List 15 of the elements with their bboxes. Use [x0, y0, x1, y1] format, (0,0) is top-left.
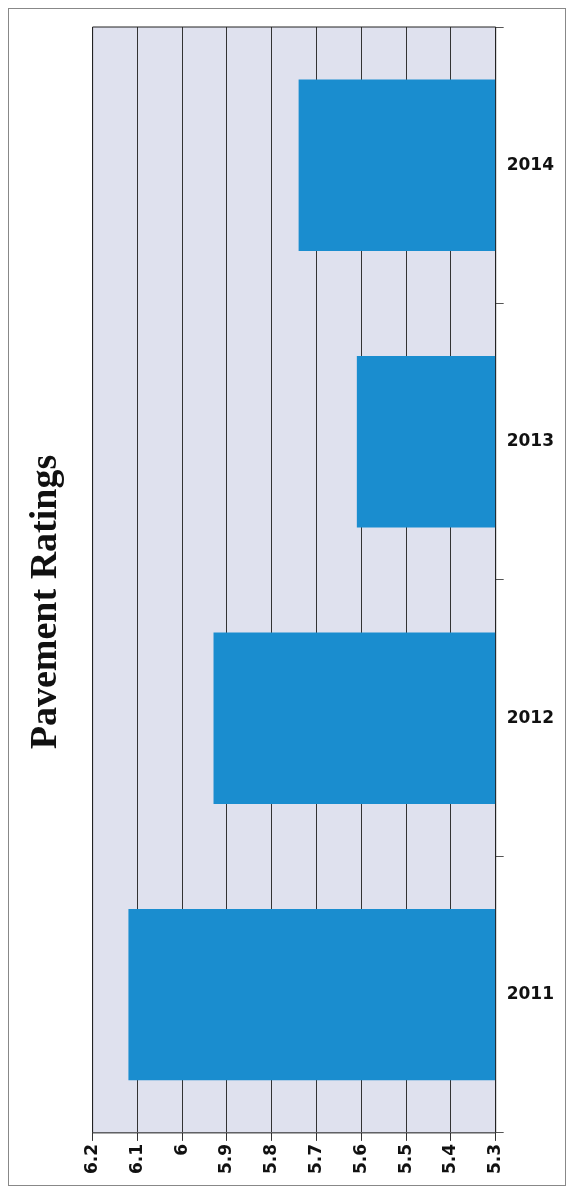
- x-tick-label: 6: [170, 1143, 191, 1156]
- y-tick-label: 2011: [506, 983, 555, 1004]
- x-tick-label: 5.9: [215, 1143, 236, 1175]
- x-tick-label: 6.2: [81, 1143, 102, 1175]
- y-tick-label: 2013: [506, 430, 555, 451]
- x-tick-label: 6.1: [125, 1143, 146, 1175]
- x-tick-label: 5.6: [349, 1143, 370, 1175]
- y-tick-label: 2012: [506, 706, 555, 727]
- x-tick-label: 5.4: [439, 1143, 460, 1175]
- text: Pavement Ratings: [21, 454, 64, 750]
- x-tick-label: 5.7: [304, 1143, 325, 1175]
- y-tick-label: 2014: [506, 153, 555, 174]
- x-tick-label: 5.3: [484, 1143, 505, 1175]
- x-tick-label: 5.5: [394, 1143, 415, 1175]
- x-tick-label: 5.8: [260, 1143, 281, 1175]
